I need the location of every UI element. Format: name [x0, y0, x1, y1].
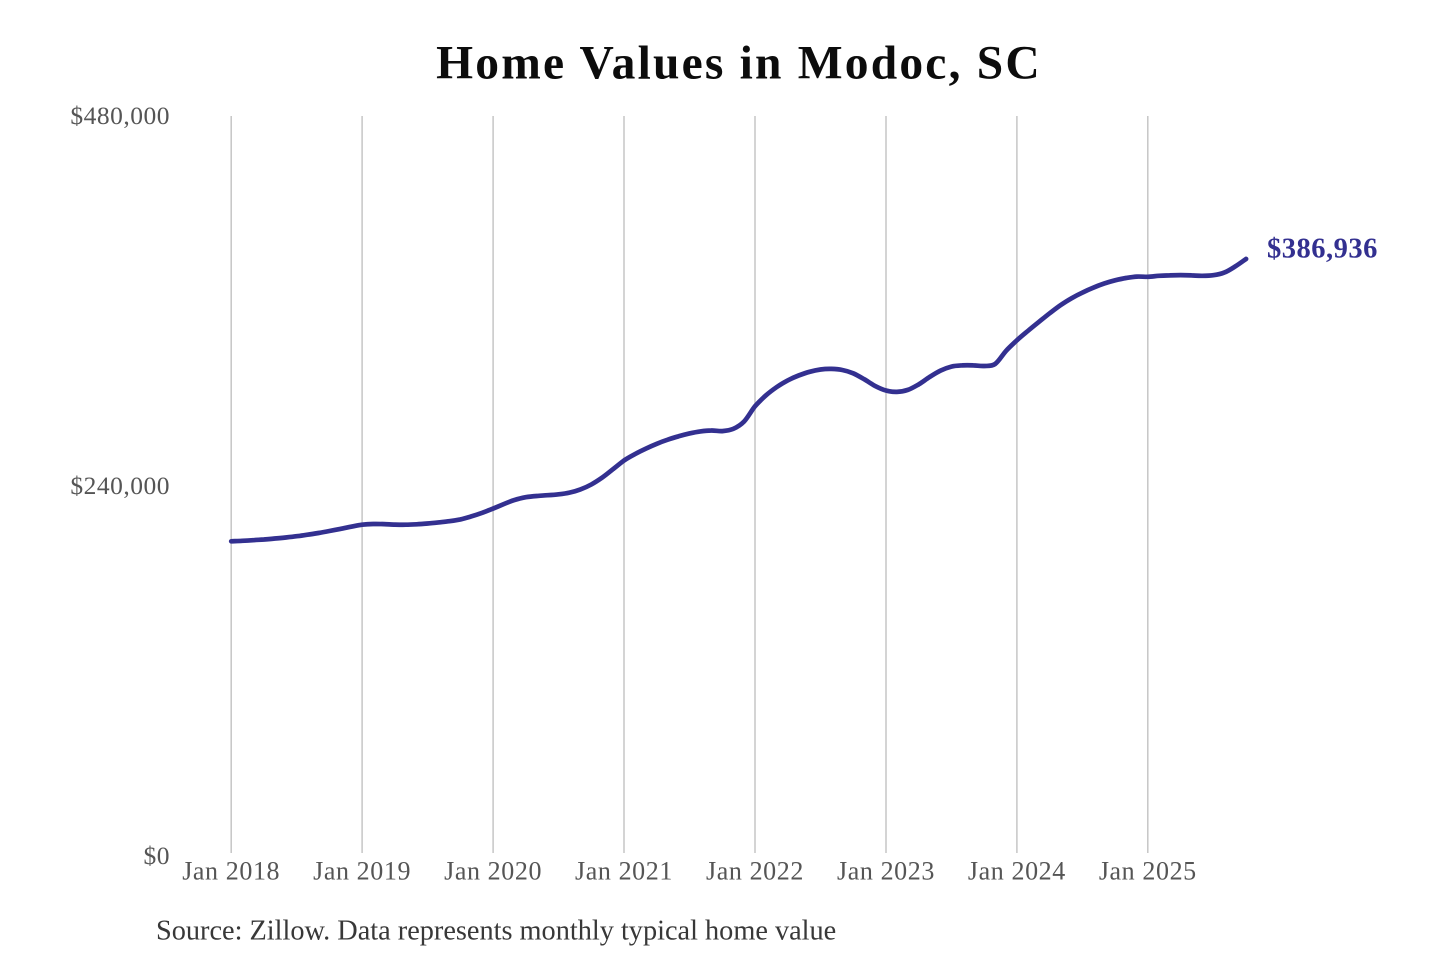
svg-text:Jan 2018: Jan 2018: [182, 857, 280, 886]
svg-text:Source: Zillow. Data represent: Source: Zillow. Data represents monthly …: [156, 916, 836, 947]
svg-text:Jan 2023: Jan 2023: [837, 857, 935, 886]
svg-text:Jan 2019: Jan 2019: [313, 857, 411, 886]
svg-text:$240,000: $240,000: [70, 471, 170, 500]
svg-text:$386,936: $386,936: [1267, 234, 1378, 265]
svg-text:Jan 2024: Jan 2024: [968, 857, 1066, 886]
svg-text:Jan 2025: Jan 2025: [1099, 857, 1197, 886]
svg-text:Home Values in Modoc, SC: Home Values in Modoc, SC: [436, 37, 1042, 89]
svg-text:Jan 2022: Jan 2022: [706, 857, 804, 886]
svg-text:Jan 2021: Jan 2021: [575, 857, 673, 886]
svg-text:Jan 2020: Jan 2020: [444, 857, 542, 886]
svg-text:$480,000: $480,000: [70, 101, 170, 130]
svg-text:$0: $0: [144, 841, 171, 870]
